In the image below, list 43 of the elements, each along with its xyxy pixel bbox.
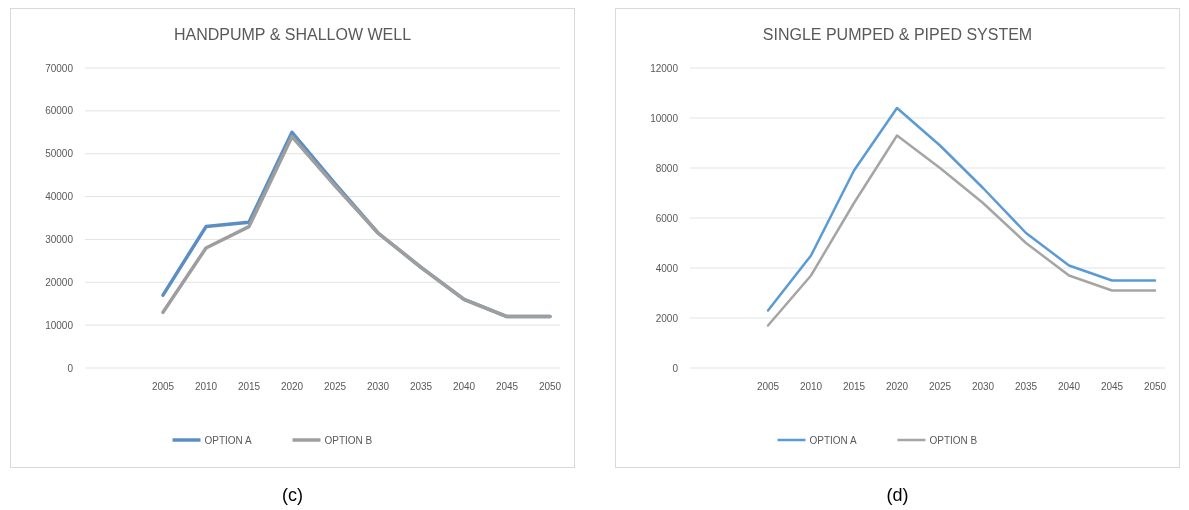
x-tick-label: 2050 [1143, 381, 1167, 392]
y-tick-label: 6000 [655, 212, 679, 224]
x-tick-label: 2025 [928, 381, 952, 392]
y-tick-label: 10000 [45, 319, 74, 331]
legend-label: OPTION A [204, 434, 253, 446]
x-tick-label: 2005 [151, 381, 175, 392]
x-tick-label: 2050 [538, 381, 562, 392]
x-tick-label: 2040 [452, 381, 476, 392]
x-tick-label: 2010 [799, 381, 823, 392]
y-tick-label: 2000 [655, 312, 679, 324]
y-tick-label: 70000 [45, 62, 74, 74]
x-tick-label: 2015 [237, 381, 261, 392]
x-tick-label: 2040 [1057, 381, 1081, 392]
text: (c) [282, 485, 303, 505]
legend-label: OPTION B [929, 434, 978, 446]
y-tick-label: 60000 [45, 105, 74, 117]
x-tick-label: 2045 [1100, 381, 1124, 392]
x-tick-label: 2030 [971, 381, 995, 392]
x-tick-label: 2035 [409, 381, 433, 392]
y-tick-label: 40000 [45, 191, 74, 203]
legend-label: OPTION A [809, 434, 858, 446]
x-tick-label: 2035 [1014, 381, 1038, 392]
y-tick-label: 30000 [45, 233, 74, 245]
y-tick-label: 20000 [45, 276, 74, 288]
x-tick-label: 2010 [194, 381, 218, 392]
y-tick-label: 0 [672, 362, 679, 374]
chart-title: SINGLE PUMPED & PIPED SYSTEM [762, 26, 1033, 43]
x-tick-label: 2015 [842, 381, 866, 392]
y-tick-label: 10000 [650, 112, 679, 124]
x-tick-label: 2005 [756, 381, 780, 392]
x-tick-label: 2020 [280, 381, 304, 392]
x-tick-label: 2030 [366, 381, 390, 392]
y-tick-label: 50000 [45, 148, 74, 160]
text: (d) [886, 485, 909, 505]
y-tick-label: 0 [67, 362, 74, 374]
chart-title: HANDPUMP & SHALLOW WELL [173, 26, 412, 43]
y-tick-label: 12000 [650, 62, 679, 74]
x-tick-label: 2045 [495, 381, 519, 392]
x-tick-label: 2020 [885, 381, 909, 392]
x-tick-label: 2025 [323, 381, 347, 392]
y-tick-label: 8000 [655, 162, 679, 174]
legend-label: OPTION B [324, 434, 373, 446]
y-tick-label: 4000 [655, 262, 679, 274]
